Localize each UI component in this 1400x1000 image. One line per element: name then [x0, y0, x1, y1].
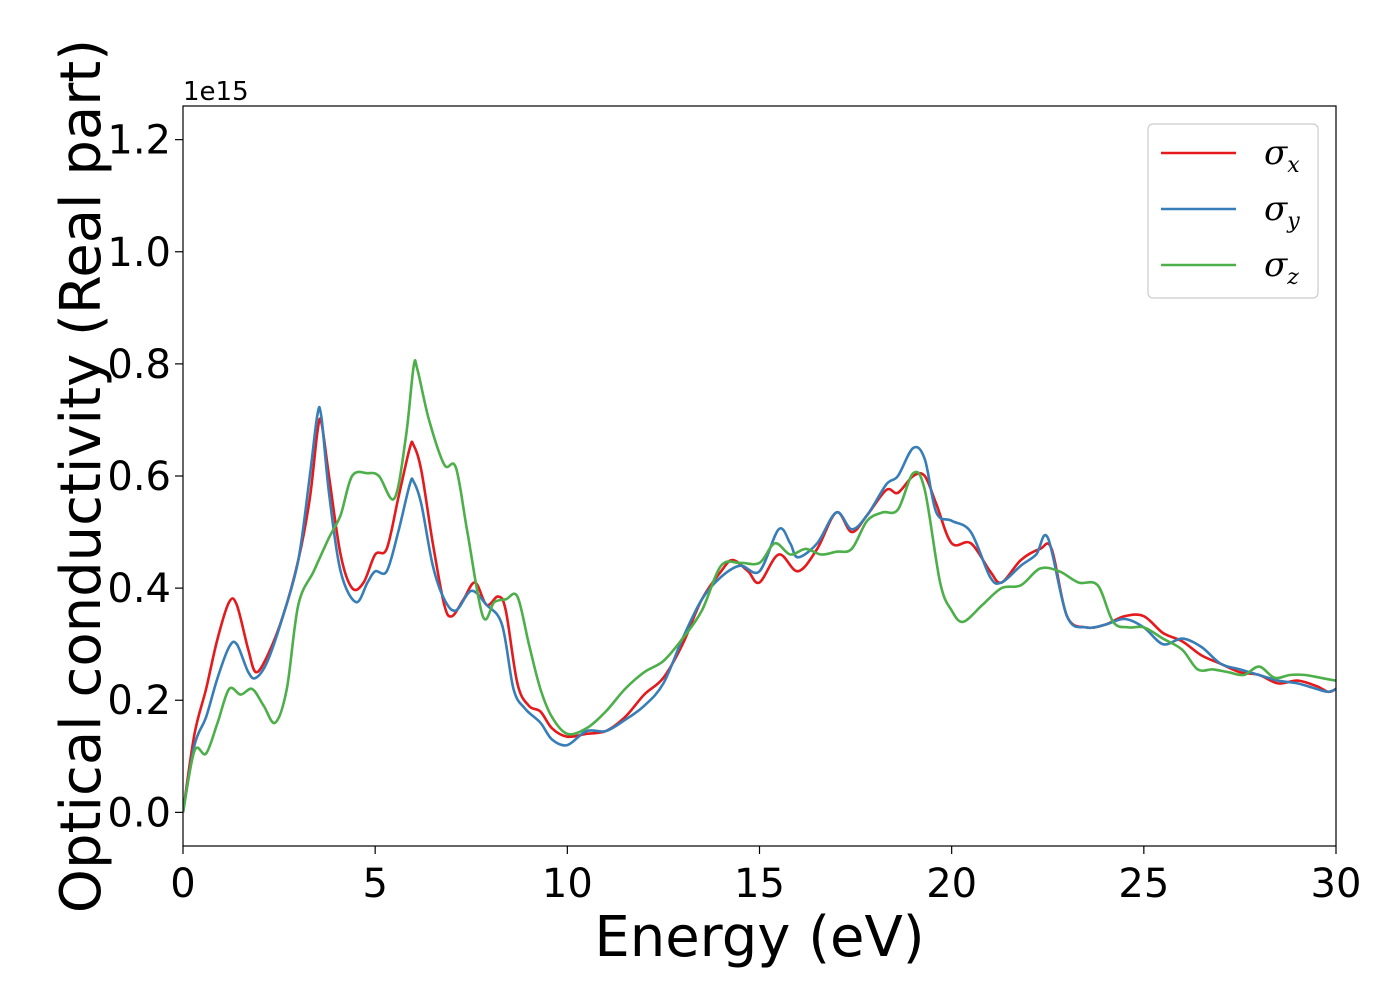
series-line-z — [183, 359, 1336, 813]
x-tick-label: 15 — [734, 861, 785, 907]
y-tick-label: 0.4 — [107, 566, 171, 612]
legend-label-x: σx — [1264, 133, 1300, 178]
legend-label-y: σy — [1264, 189, 1300, 234]
x-tick-label: 25 — [1118, 861, 1169, 907]
x-tick-label: 10 — [542, 861, 593, 907]
series-layer — [183, 359, 1336, 813]
x-tick-label: 0 — [170, 861, 195, 907]
x-axis-title: Energy (eV) — [594, 905, 924, 970]
legend: σx σy σz — [1147, 123, 1319, 299]
y-axis: 0.0 0.2 0.4 0.6 0.8 1.0 1.2 — [107, 118, 183, 836]
y-tick-label: 0.0 — [107, 790, 171, 836]
y-tick-label: 1.0 — [107, 230, 171, 276]
legend-label-z: σz — [1264, 245, 1299, 290]
series-line-y — [183, 405, 1336, 813]
x-axis: 0 5 10 15 20 25 30 — [170, 846, 1361, 907]
x-tick-label: 20 — [926, 861, 977, 907]
y-tick-label: 1.2 — [107, 118, 171, 164]
y-tick-label: 0.2 — [107, 678, 171, 724]
x-tick-label: 30 — [1311, 861, 1362, 907]
y-offset-text: 1e15 — [183, 77, 249, 107]
y-tick-label: 0.8 — [107, 342, 171, 388]
legend-box — [1147, 123, 1319, 299]
y-axis-title: Optical conductivity (Real part) — [49, 39, 114, 913]
x-tick-label: 5 — [362, 861, 387, 907]
series-line-x — [183, 417, 1336, 813]
y-tick-label: 0.6 — [107, 454, 171, 500]
